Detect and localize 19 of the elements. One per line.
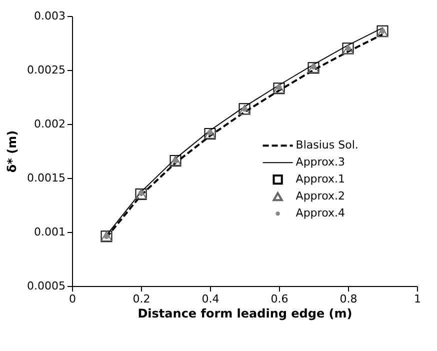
y-tick-label: 0.0025 [27, 64, 66, 76]
y-tick-label: 0.001 [34, 226, 66, 238]
y-tick-label: 0.003 [34, 10, 66, 22]
x-axis-title: Distance form leading edge (m) [138, 306, 352, 320]
x-tick-label: 1 [414, 292, 421, 306]
legend-label: Approx.1 [296, 172, 345, 186]
legend-label: Blasius Sol. [296, 138, 358, 152]
x-tick-label: 0.2 [132, 292, 150, 306]
x-tick-label: 0.6 [270, 292, 288, 306]
legend-label: Approx.3 [296, 156, 345, 169]
y-tick-label: 0.002 [34, 118, 66, 130]
x-tick-label: 0.4 [202, 292, 220, 306]
legend-label: Approx.4 [296, 206, 345, 220]
y-tick-label: 0.0005 [27, 280, 66, 292]
x-tick-label: 0.8 [340, 292, 358, 306]
legend-label: Approx.2 [296, 190, 345, 203]
y-axis-title: δ* (m) [5, 130, 20, 173]
y-tick-label: 0.0015 [27, 172, 66, 184]
x-tick-label: 0 [69, 292, 76, 306]
